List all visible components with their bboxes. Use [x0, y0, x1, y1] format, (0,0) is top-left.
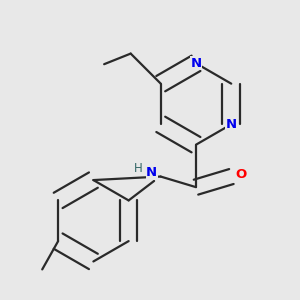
Text: N: N	[226, 118, 237, 131]
Text: N: N	[146, 167, 157, 179]
Text: O: O	[236, 168, 247, 181]
Text: H: H	[134, 162, 143, 175]
Text: N: N	[190, 57, 202, 70]
